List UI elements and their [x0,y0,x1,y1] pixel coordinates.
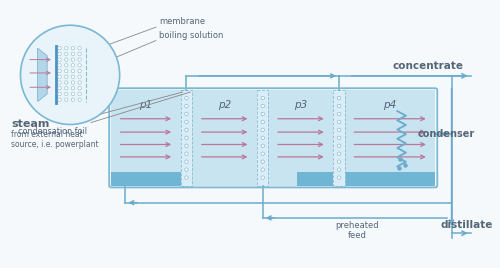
Text: condensation foil: condensation foil [18,127,87,136]
Bar [334,90,345,185]
Bar [297,172,334,185]
Text: concentrate: concentrate [392,61,464,71]
Circle shape [261,104,264,108]
Circle shape [184,136,188,140]
Circle shape [58,92,61,96]
Text: p2: p2 [218,100,231,110]
Text: from external heat
source, i.e. powerplant: from external heat source, i.e. powerpla… [11,130,99,150]
Circle shape [261,136,264,140]
Circle shape [64,92,68,96]
Circle shape [338,176,340,179]
Circle shape [78,92,82,96]
Circle shape [20,25,119,124]
Text: p4: p4 [384,100,396,110]
Circle shape [64,81,68,84]
Circle shape [338,96,340,100]
Circle shape [58,69,61,73]
Circle shape [184,144,188,147]
Circle shape [71,69,74,73]
Circle shape [261,168,264,171]
Polygon shape [38,48,47,102]
Circle shape [64,75,68,79]
Text: membrane: membrane [159,17,205,26]
Circle shape [78,75,82,79]
Circle shape [78,69,82,73]
Circle shape [71,81,74,84]
Circle shape [184,104,188,108]
Circle shape [184,128,188,132]
Circle shape [261,128,264,132]
Circle shape [338,136,340,140]
Circle shape [261,144,264,147]
Circle shape [64,87,68,90]
Circle shape [71,92,74,96]
Text: boiling solution: boiling solution [159,31,223,40]
Bar [345,172,436,185]
Text: steam: steam [11,118,50,129]
Circle shape [78,64,82,67]
Circle shape [338,104,340,108]
Circle shape [184,112,188,116]
Circle shape [64,98,68,101]
Circle shape [184,176,188,179]
Circle shape [58,87,61,90]
Bar [268,90,334,185]
Circle shape [261,152,264,155]
Circle shape [184,152,188,155]
Circle shape [78,46,82,50]
Circle shape [338,168,340,171]
Text: condenser: condenser [417,129,474,139]
Circle shape [78,81,82,84]
Text: p1: p1 [140,100,152,110]
Circle shape [184,96,188,100]
Circle shape [64,46,68,50]
Circle shape [78,52,82,55]
Bar [180,90,192,185]
Circle shape [261,160,264,163]
Circle shape [71,87,74,90]
Circle shape [58,98,61,101]
Circle shape [71,46,74,50]
Bar [345,90,436,185]
Circle shape [78,58,82,61]
Circle shape [58,81,61,84]
Text: p3: p3 [294,100,308,110]
Bar [257,90,268,185]
Circle shape [78,87,82,90]
Circle shape [261,120,264,124]
Circle shape [58,64,61,67]
Circle shape [338,160,340,163]
Bar [111,90,180,185]
Bar [111,172,180,185]
Circle shape [58,58,61,61]
Circle shape [64,52,68,55]
Circle shape [64,64,68,67]
Circle shape [184,160,188,163]
Circle shape [58,46,61,50]
Text: distillate: distillate [440,220,492,230]
Circle shape [338,144,340,147]
Circle shape [184,168,188,171]
Circle shape [338,112,340,116]
Circle shape [338,152,340,155]
Circle shape [338,128,340,132]
Circle shape [71,52,74,55]
Circle shape [64,69,68,73]
Bar [192,90,257,185]
Circle shape [71,75,74,79]
Circle shape [261,112,264,116]
Circle shape [71,64,74,67]
Circle shape [261,176,264,179]
Circle shape [64,58,68,61]
Circle shape [338,120,340,124]
Circle shape [184,120,188,124]
Circle shape [58,75,61,79]
Circle shape [261,96,264,100]
Circle shape [78,98,82,101]
Circle shape [58,52,61,55]
Text: preheated
feed: preheated feed [336,221,379,240]
Circle shape [71,98,74,101]
Circle shape [71,58,74,61]
